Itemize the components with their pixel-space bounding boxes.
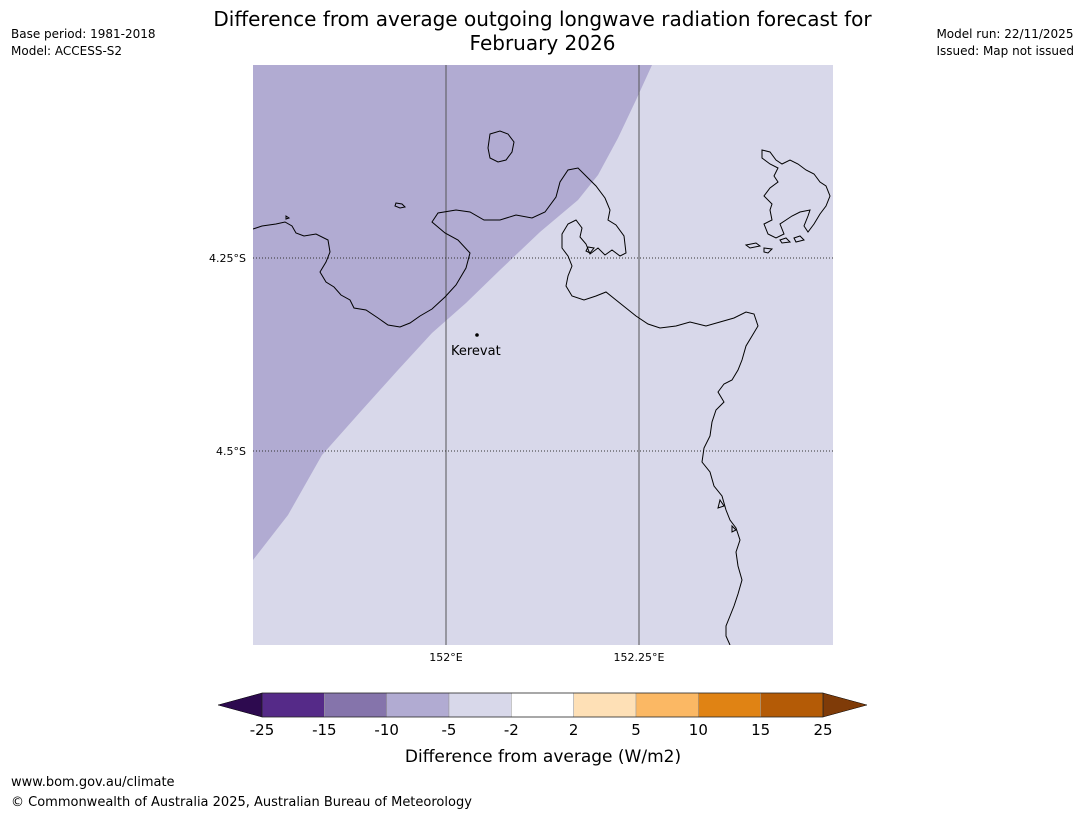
coastlines [253,130,831,645]
lat-label-4-25: 4.25°S [209,252,246,265]
legend-box-7 [698,692,761,718]
kerevat-label: Kerevat [451,344,501,359]
legend-tick-1: -15 [312,721,337,739]
legend-tick-7: 10 [689,721,708,739]
map-panel: Kerevat [253,65,833,645]
lat-label-4-5: 4.5°S [216,445,246,458]
legend-outline [261,692,824,718]
issued-text: Issued: Map not issued [936,44,1074,58]
base-period-text: Base period: 1981-2018 [11,27,156,41]
lon-label-152: 152°E [429,651,462,664]
title-line-2: February 2026 [469,31,616,55]
map-title: Difference from average outgoing longwav… [150,7,935,55]
header-left-meta: Base period: 1981-2018 Model: ACCESS-S2 [11,26,156,60]
lon-label-152-25: 152.25°E [614,651,665,664]
legend-box-1 [324,692,387,718]
legend-colorbar [217,692,868,718]
legend-box-0 [261,692,325,718]
model-text: Model: ACCESS-S2 [11,44,123,58]
legend-under-arrow [217,692,263,718]
legend-tick-8: 15 [751,721,770,739]
kerevat-marker [475,333,479,337]
header-right-meta: Model run: 22/11/2025 Issued: Map not is… [936,26,1074,60]
legend-tick-6: 5 [631,721,641,739]
legend-box-8 [760,692,824,718]
legend-box-2 [386,692,450,718]
legend-box-4 [511,692,574,718]
legend-tick-labels: -25 -15 -10 -5 -2 2 5 10 15 25 [250,721,833,739]
legend-box-3 [448,692,512,718]
legend-tick-2: -10 [374,721,399,739]
legend-title: Difference from average (W/m2) [405,747,681,767]
title-line-1: Difference from average outgoing longwav… [213,7,872,31]
region-minus10-to-minus5 [253,65,652,560]
legend-tick-4: -2 [504,721,519,739]
footer-url: www.bom.gov.au/climate [11,775,175,790]
footer-copyright: © Commonwealth of Australia 2025, Austra… [11,795,472,810]
legend-tick-3: -5 [442,721,457,739]
legend-tick-0: -25 [250,721,275,739]
legend-over-arrow [822,692,868,718]
legend-tick-9: 25 [813,721,832,739]
legend-tick-5: 2 [569,721,579,739]
legend-box-6 [635,692,699,718]
model-run-text: Model run: 22/11/2025 [936,27,1074,41]
legend-box-5 [573,692,637,718]
